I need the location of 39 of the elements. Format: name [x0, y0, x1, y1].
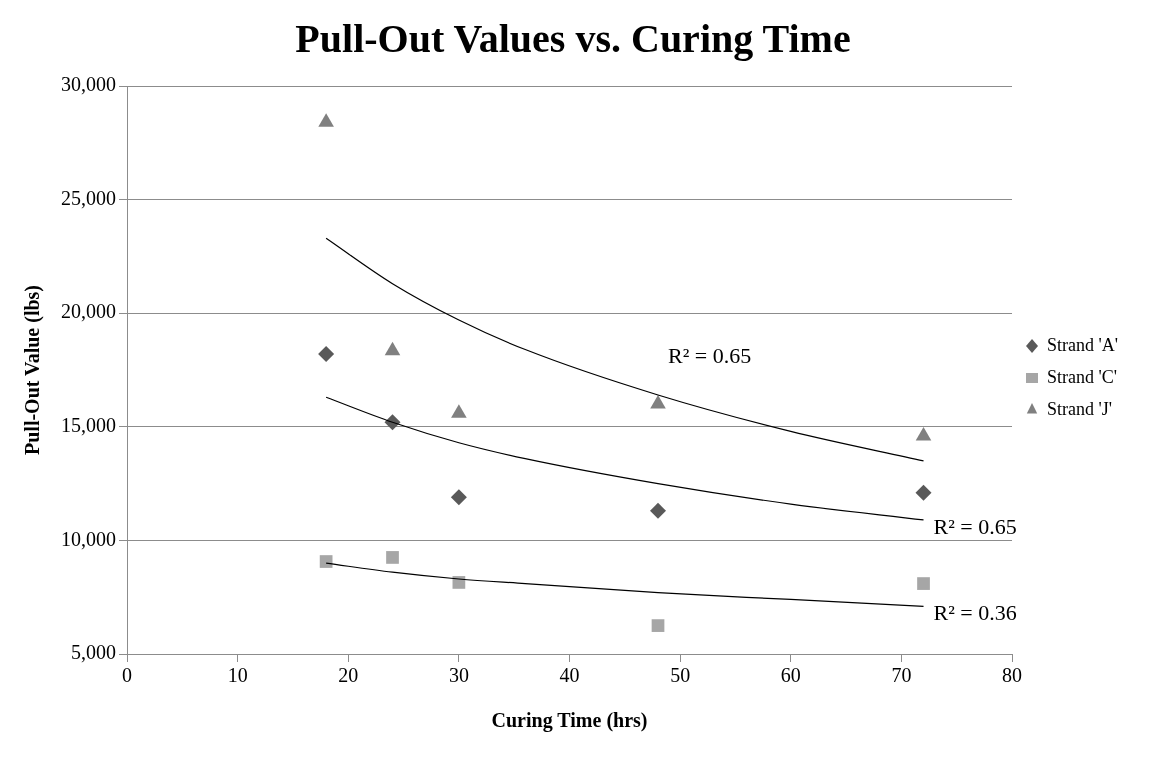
x-tick-label: 70 — [891, 664, 912, 687]
point — [319, 555, 333, 568]
point — [917, 577, 930, 590]
y-tick-label: 10,000 — [61, 527, 116, 550]
point — [318, 346, 335, 363]
legend-label: Strand 'J' — [1047, 398, 1113, 419]
y-axis-title: Pull-Out Value (lbs) — [21, 284, 45, 456]
y-tick-label: 25,000 — [61, 186, 116, 209]
annotation: R² = 0.65 — [933, 513, 1017, 539]
x-tick-label: 30 — [448, 664, 469, 687]
x-axis-title: Curing Time (hrs) — [491, 709, 648, 733]
legend-label: Strand 'A' — [1047, 334, 1118, 355]
point — [915, 426, 932, 441]
point — [384, 341, 401, 356]
point — [451, 404, 467, 418]
x-tick-label: 10 — [227, 664, 248, 687]
x-tick-label: 40 — [559, 664, 580, 687]
point — [386, 551, 399, 564]
x-tick-label: 50 — [670, 664, 691, 687]
x-tick-label: 20 — [338, 664, 359, 687]
line-series — [325, 396, 925, 521]
point — [650, 502, 667, 519]
legend-label: Strand 'C' — [1047, 366, 1118, 387]
chart-title: Pull-Out Values vs. Curing Time — [295, 16, 851, 62]
point — [450, 489, 467, 506]
point — [915, 484, 932, 501]
y-tick-label: 5,000 — [71, 641, 116, 664]
annotation: R² = 0.65 — [668, 342, 752, 368]
x-tick-label: 80 — [1002, 664, 1023, 687]
point — [650, 395, 666, 409]
annotation: R² = 0.36 — [933, 600, 1017, 626]
point — [318, 113, 334, 127]
line-series — [325, 237, 925, 462]
point — [651, 619, 665, 632]
y-tick-label: 20,000 — [61, 300, 116, 323]
y-tick-label: 15,000 — [61, 414, 116, 437]
x-tick-label: 60 — [780, 664, 801, 687]
y-tick-label: 30,000 — [61, 73, 116, 96]
x-tick-label: 0 — [122, 664, 132, 687]
